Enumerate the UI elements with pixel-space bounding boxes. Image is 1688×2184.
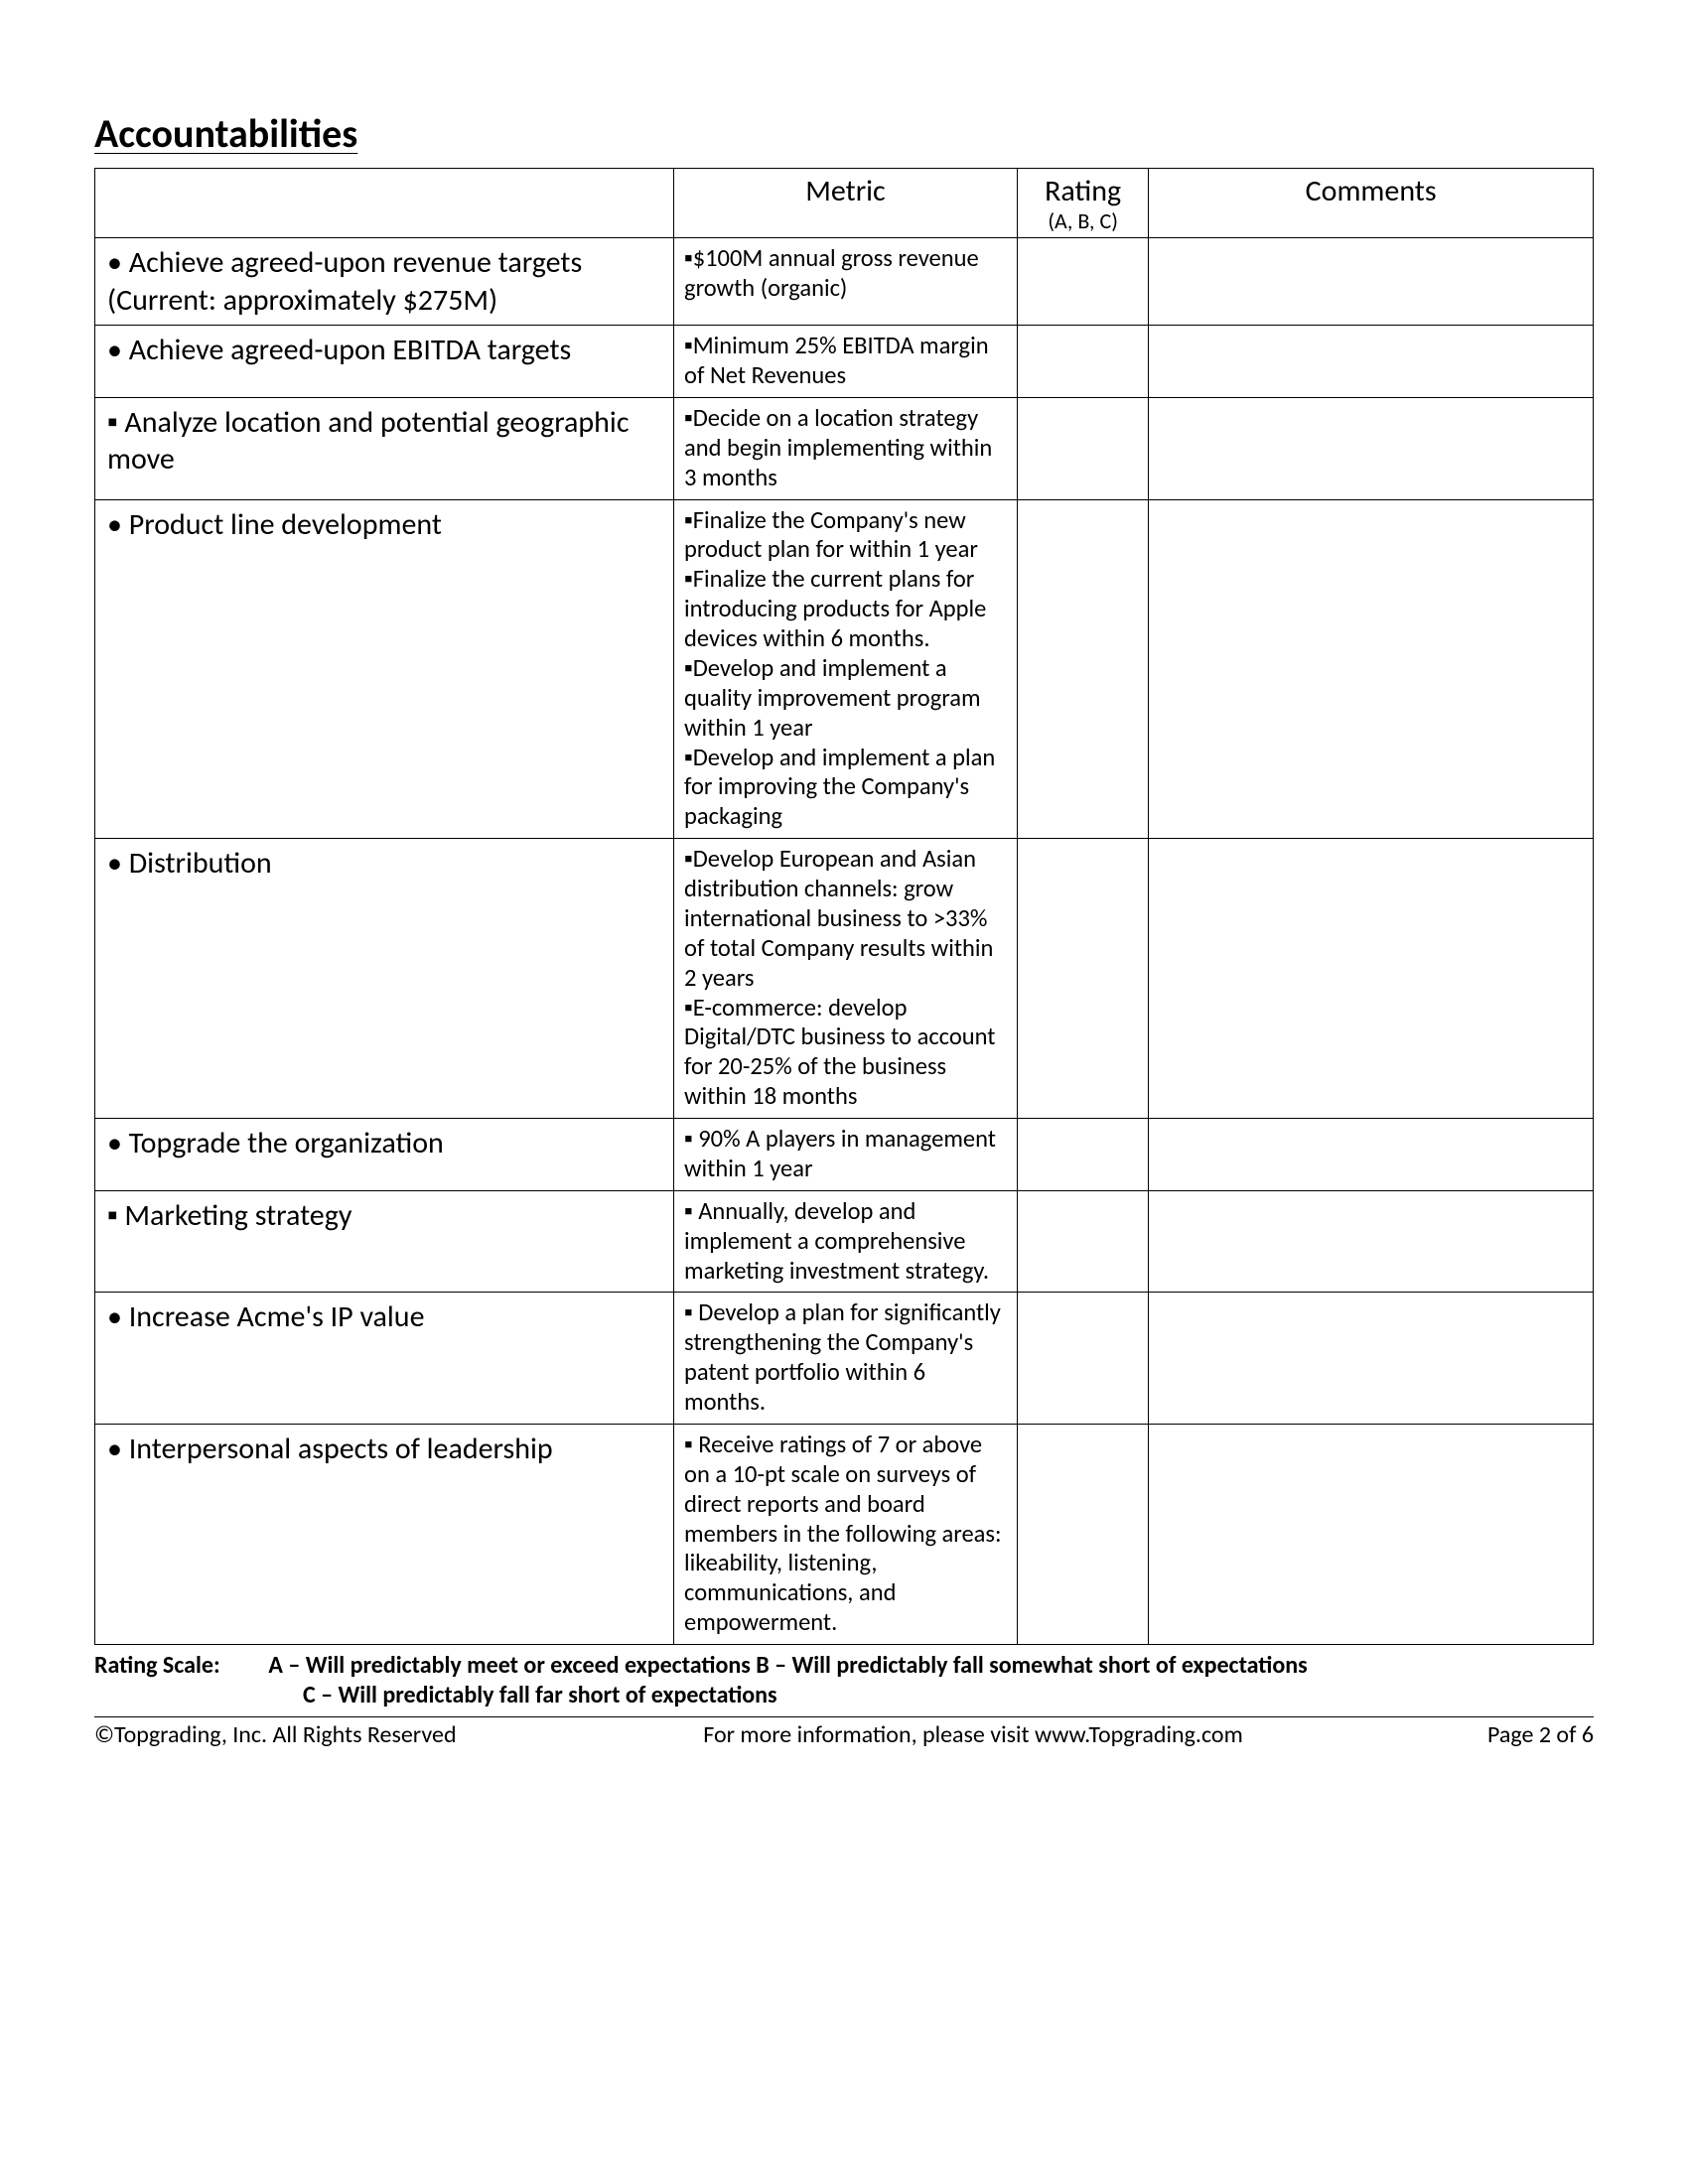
metric-cell: ▪Finalize the Company's new product plan… <box>674 499 1018 839</box>
document-page: Accountabilities Metric Rating (A, B, C)… <box>0 0 1688 2184</box>
table-row: ▪ Marketing strategy▪ Annually, develop … <box>95 1190 1594 1293</box>
section-title: Accountabilities <box>94 109 1594 158</box>
comments-cell <box>1149 1424 1594 1644</box>
table-row: • Increase Acme's IP value▪ Develop a pl… <box>95 1293 1594 1425</box>
metric-line: ▪ Receive ratings of 7 or above on a 10-… <box>684 1431 1007 1638</box>
col-header-metric: Metric <box>674 169 1018 238</box>
metric-line: ▪Develop and implement a plan for improv… <box>684 744 1007 833</box>
comments-cell <box>1149 1190 1594 1293</box>
rating-cell <box>1017 326 1148 398</box>
rating-header-sub: (A, B, C) <box>1028 209 1138 233</box>
rating-cell <box>1017 839 1148 1119</box>
metric-line: ▪Finalize the Company's new product plan… <box>684 506 1007 566</box>
rating-cell <box>1017 238 1148 326</box>
metric-cell: ▪ 90% A players in management within 1 y… <box>674 1119 1018 1191</box>
metric-line: ▪Develop European and Asian distribution… <box>684 845 1007 993</box>
metric-line: ▪$100M annual gross revenue growth (orga… <box>684 244 1007 304</box>
accountabilities-table: Metric Rating (A, B, C) Comments • Achie… <box>94 168 1594 1645</box>
accountability-item: • Product line development <box>95 499 674 839</box>
footer-divider <box>94 1716 1594 1717</box>
metric-cell: ▪Develop European and Asian distribution… <box>674 839 1018 1119</box>
accountability-item: • Achieve agreed-upon EBITDA targets <box>95 326 674 398</box>
metric-cell: ▪Decide on a location strategy and begin… <box>674 397 1018 499</box>
metric-cell: ▪ Develop a plan for significantly stren… <box>674 1293 1018 1425</box>
rating-cell <box>1017 499 1148 839</box>
accountability-item: • Distribution <box>95 839 674 1119</box>
comments-cell <box>1149 839 1594 1119</box>
rating-scale-line1: A – Will predictably meet or exceed expe… <box>268 1651 1307 1680</box>
accountability-item: ▪ Marketing strategy <box>95 1190 674 1293</box>
metric-cell: ▪Minimum 25% EBITDA margin of Net Revenu… <box>674 326 1018 398</box>
comments-cell <box>1149 499 1594 839</box>
rating-cell <box>1017 1424 1148 1644</box>
accountability-item: • Topgrade the organization <box>95 1119 674 1191</box>
metric-line: ▪Develop and implement a quality improve… <box>684 654 1007 744</box>
comments-cell <box>1149 397 1594 499</box>
footer-info: For more information, please visit www.T… <box>551 1721 1395 1750</box>
table-row: • Product line development▪Finalize the … <box>95 499 1594 839</box>
metric-line: ▪ Develop a plan for significantly stren… <box>684 1298 1007 1418</box>
metric-line: ▪ Annually, develop and implement a comp… <box>684 1197 1007 1287</box>
table-row: ▪ Analyze location and potential geograp… <box>95 397 1594 499</box>
col-header-blank <box>95 169 674 238</box>
table-row: • Distribution▪Develop European and Asia… <box>95 839 1594 1119</box>
metric-line: ▪E-commerce: develop Digital/DTC busines… <box>684 994 1007 1113</box>
col-header-rating: Rating (A, B, C) <box>1017 169 1148 238</box>
footer-copyright: ©Topgrading, Inc. All Rights Reserved <box>94 1721 551 1750</box>
metric-cell: ▪ Annually, develop and implement a comp… <box>674 1190 1018 1293</box>
table-row: • Topgrade the organization▪ 90% A playe… <box>95 1119 1594 1191</box>
accountability-item: • Increase Acme's IP value <box>95 1293 674 1425</box>
comments-cell <box>1149 238 1594 326</box>
rating-scale-label: Rating Scale: <box>94 1651 220 1680</box>
rating-cell <box>1017 1190 1148 1293</box>
accountability-item: • Interpersonal aspects of leadership <box>95 1424 674 1644</box>
comments-cell <box>1149 1293 1594 1425</box>
comments-cell <box>1149 1119 1594 1191</box>
rating-cell <box>1017 397 1148 499</box>
metric-line: ▪ 90% A players in management within 1 y… <box>684 1125 1007 1184</box>
rating-cell <box>1017 1119 1148 1191</box>
footer-page-number: Page 2 of 6 <box>1395 1721 1594 1750</box>
table-row: • Achieve agreed-upon revenue targets (C… <box>95 238 1594 326</box>
rating-cell <box>1017 1293 1148 1425</box>
rating-scale: Rating Scale: A – Will predictably meet … <box>94 1651 1594 1710</box>
rating-scale-line2: C – Will predictably fall far short of e… <box>94 1681 1594 1710</box>
table-row: • Achieve agreed-upon EBITDA targets▪Min… <box>95 326 1594 398</box>
metric-line: ▪Finalize the current plans for introduc… <box>684 565 1007 654</box>
table-row: • Interpersonal aspects of leadership▪ R… <box>95 1424 1594 1644</box>
metric-cell: ▪ Receive ratings of 7 or above on a 10-… <box>674 1424 1018 1644</box>
col-header-comments: Comments <box>1149 169 1594 238</box>
table-header-row: Metric Rating (A, B, C) Comments <box>95 169 1594 238</box>
comments-cell <box>1149 326 1594 398</box>
accountability-item: ▪ Analyze location and potential geograp… <box>95 397 674 499</box>
metric-cell: ▪$100M annual gross revenue growth (orga… <box>674 238 1018 326</box>
page-footer: ©Topgrading, Inc. All Rights Reserved Fo… <box>94 1721 1594 1750</box>
rating-header-text: Rating <box>1045 173 1121 209</box>
accountability-item: • Achieve agreed-upon revenue targets (C… <box>95 238 674 326</box>
metric-line: ▪Minimum 25% EBITDA margin of Net Revenu… <box>684 332 1007 391</box>
metric-line: ▪Decide on a location strategy and begin… <box>684 404 1007 493</box>
